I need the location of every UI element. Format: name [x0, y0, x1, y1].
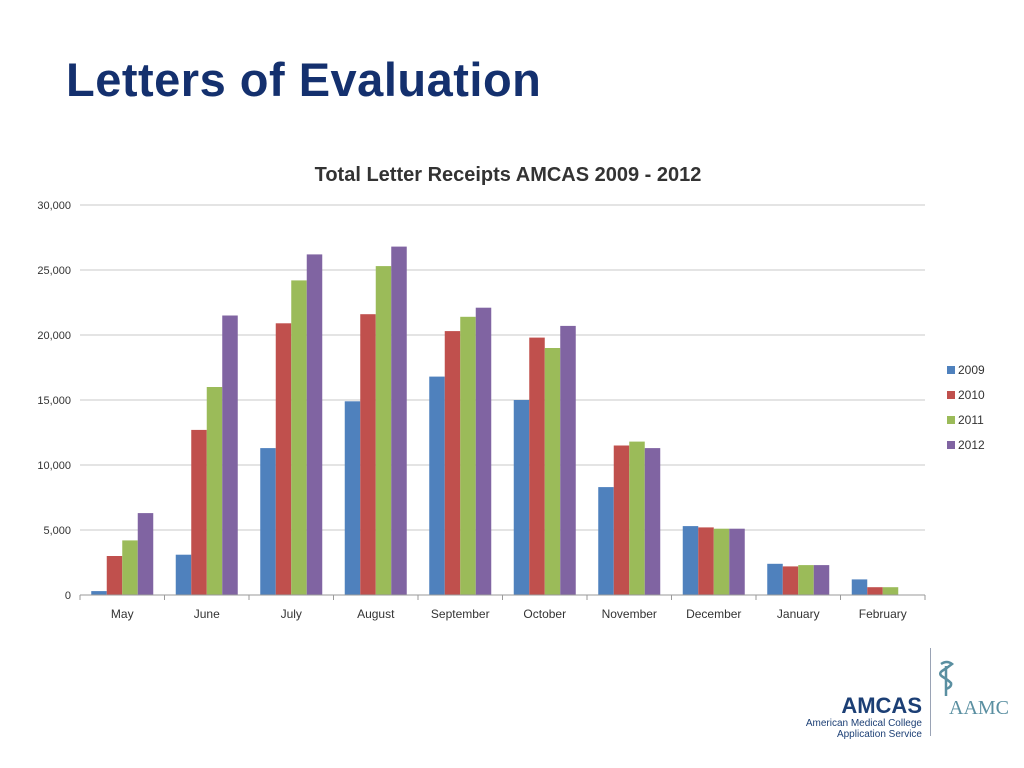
- x-tick-label: June: [194, 607, 220, 621]
- legend-label-2010: 2010: [958, 388, 985, 402]
- chart-title: Total Letter Receipts AMCAS 2009 - 2012: [315, 164, 702, 186]
- y-tick-label: 15,000: [37, 395, 71, 407]
- bar-2011-september: [460, 316, 476, 595]
- y-tick-label: 25,000: [37, 265, 71, 277]
- x-tick-label: August: [357, 607, 395, 621]
- y-tick-label: 0: [65, 590, 71, 602]
- bar-2012-january: [813, 565, 830, 595]
- bar-2010-june: [191, 429, 207, 595]
- bar-2012-october: [560, 325, 576, 595]
- x-tick-label: February: [859, 607, 907, 621]
- legend-label-2009: 2009: [958, 363, 985, 377]
- bar-2011-october: [544, 348, 561, 595]
- x-tick-label: December: [686, 607, 741, 621]
- bar-2011-may: [122, 540, 138, 595]
- y-tick-label: 5,000: [43, 525, 71, 537]
- legend-label-2011: 2011: [958, 413, 984, 427]
- x-tick-label: January: [777, 607, 820, 621]
- legend: 2009 2010 2011 2012: [947, 363, 985, 452]
- amcas-logo-subtitle-line-1: American Medical College: [805, 718, 922, 729]
- legend-swatch-2011: [947, 416, 955, 424]
- aamc-logo-name: AAMC: [949, 697, 1010, 719]
- legend-swatch-2012: [947, 441, 955, 449]
- bar-2012-november: [644, 448, 661, 595]
- bar-2010-july: [275, 323, 292, 595]
- bar-2009-july: [260, 448, 276, 595]
- bar-2011-june: [206, 387, 223, 595]
- bar-2010-february: [867, 587, 883, 595]
- bar-2009-january: [767, 563, 783, 595]
- bar-2010-october: [529, 337, 545, 595]
- caduceus-icon: [939, 660, 955, 696]
- bar-2010-august: [360, 314, 376, 595]
- bar-2010-november: [613, 445, 630, 595]
- slide-title: Letters of Evaluation: [66, 53, 542, 106]
- y-axis-ticks: 0 5,000 10,000 15,000 20,000 25,000 30,000: [37, 200, 71, 602]
- bar-2012-december: [729, 528, 745, 595]
- bar-2009-june: [175, 554, 192, 595]
- y-tick-label: 10,000: [37, 460, 71, 472]
- bar-2012-july: [306, 254, 323, 595]
- logo-divider: [930, 648, 931, 736]
- x-tick-label: September: [431, 607, 490, 621]
- bar-2009-november: [598, 487, 614, 595]
- bar-2012-may: [137, 513, 154, 595]
- bar-2011-november: [629, 441, 645, 595]
- amcas-logo-subtitle-line-2: Application Service: [836, 729, 922, 740]
- bar-2009-february: [851, 579, 868, 595]
- bar-2011-january: [798, 565, 814, 595]
- bar-2010-december: [698, 527, 714, 595]
- legend-label-2012: 2012: [958, 438, 985, 452]
- bar-2012-august: [391, 246, 407, 595]
- x-tick-label: November: [602, 607, 657, 621]
- bar-2011-december: [713, 528, 730, 595]
- bar-2012-september: [475, 307, 492, 595]
- bar-2011-august: [375, 266, 392, 595]
- bar-2010-january: [782, 566, 799, 595]
- bar-2012-june: [222, 315, 238, 595]
- legend-swatch-2009: [947, 366, 955, 374]
- bars: [91, 246, 899, 595]
- amcas-logo-name: AMCAS: [841, 693, 922, 718]
- bar-2009-may: [91, 591, 107, 595]
- legend-swatch-2010: [947, 391, 955, 399]
- bar-2011-july: [291, 280, 307, 595]
- bar-2010-may: [106, 556, 123, 595]
- y-tick-label: 30,000: [37, 200, 71, 212]
- bar-2010-september: [444, 331, 461, 595]
- y-tick-label: 20,000: [37, 330, 71, 342]
- bar-2009-september: [429, 376, 445, 595]
- bar-2009-december: [682, 526, 699, 595]
- x-tick-label: October: [523, 607, 566, 621]
- bar-2009-august: [344, 401, 361, 595]
- x-axis-ticks: May June July August September October Novembe…: [79, 595, 926, 621]
- x-tick-label: July: [281, 607, 302, 621]
- x-tick-label: May: [111, 607, 134, 621]
- bar-2011-february: [882, 587, 899, 595]
- bar-2009-october: [513, 400, 530, 595]
